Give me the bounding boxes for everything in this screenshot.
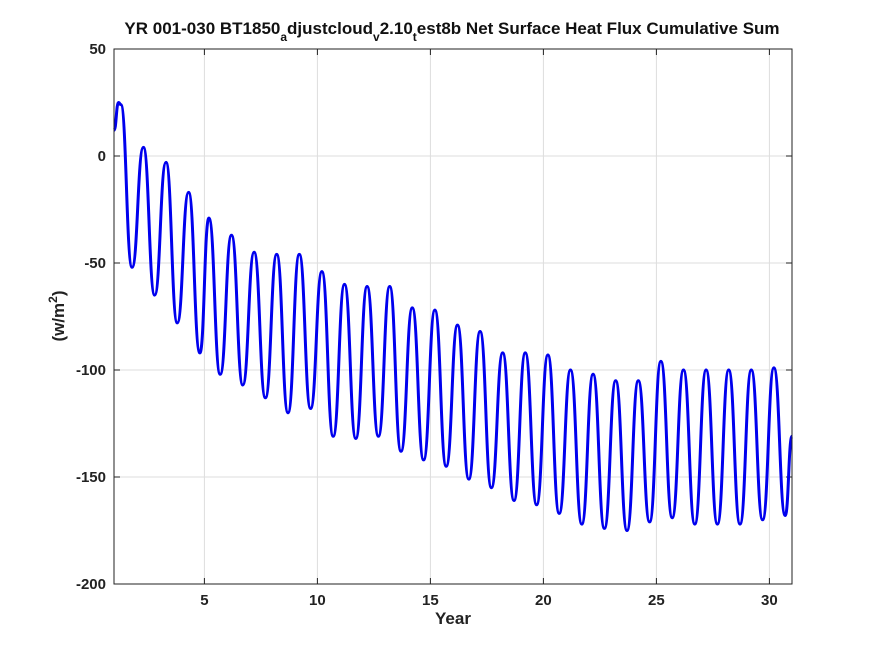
x-axis-label: Year [435, 609, 471, 628]
chart-title: YR 001-030 BT1850adjustcloudv2.10test8b … [124, 19, 779, 44]
x-tick-label: 20 [535, 592, 552, 609]
tick-layer: 5 10 15 20 25 30 -200 -150 -100 -50 0 50 [76, 41, 792, 609]
x-tick-label: 15 [422, 592, 439, 609]
y-tick-label: -100 [76, 362, 106, 379]
x-tick-label: 30 [761, 592, 778, 609]
y-tick-label: -50 [84, 255, 106, 272]
x-tick-label: 10 [309, 592, 326, 609]
y-tick-label: -150 [76, 469, 106, 486]
x-tick-label: 5 [200, 592, 208, 609]
series-line-0 [112, 101, 794, 532]
y-tick-label: 0 [98, 148, 106, 165]
y-tick-label: 50 [89, 41, 106, 58]
plot-frame [113, 48, 793, 585]
series-layer [112, 101, 794, 532]
x-tick-label: 25 [648, 592, 665, 609]
y-tick-label: -200 [76, 576, 106, 593]
y-axis-label: (w/m2) [46, 290, 68, 341]
